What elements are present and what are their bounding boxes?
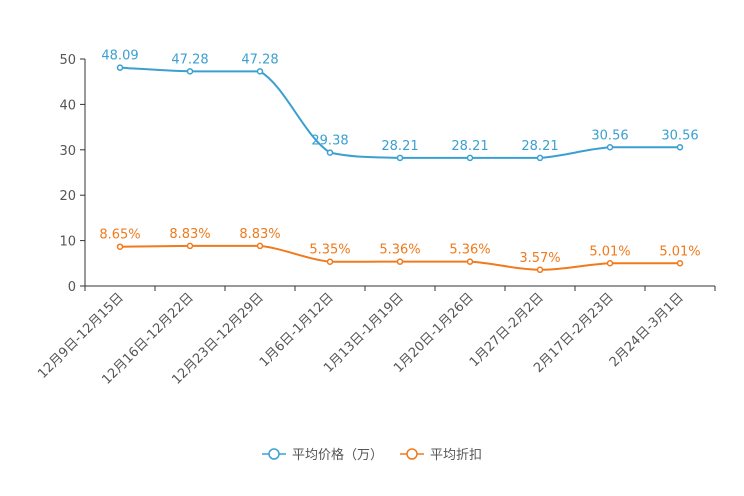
data-point	[116, 64, 124, 71]
data-point	[326, 149, 334, 156]
data-label: 5.01%	[659, 244, 700, 259]
data-point	[536, 154, 544, 162]
data-label: 28.21	[451, 139, 488, 154]
y-tick-label: 40	[59, 98, 76, 113]
data-point	[186, 68, 194, 75]
data-label: 28.21	[381, 139, 418, 154]
data-label: 47.28	[241, 52, 278, 67]
legend-marker-icon	[406, 448, 418, 460]
data-point	[396, 154, 404, 162]
data-label: 29.38	[311, 134, 348, 149]
data-point	[256, 242, 264, 250]
data-label: 8.83%	[239, 227, 280, 242]
data-label: 47.28	[171, 52, 208, 67]
data-label: 3.57%	[519, 251, 560, 266]
x-tick-label: 1月27日-2月2日	[467, 290, 547, 370]
data-point	[396, 258, 404, 265]
legend-marker-icon	[268, 448, 280, 460]
data-point	[606, 144, 614, 151]
y-tick-label: 50	[59, 53, 76, 68]
data-point	[326, 258, 334, 265]
data-label: 8.83%	[169, 227, 210, 242]
data-point	[186, 242, 194, 250]
y-tick-label: 20	[59, 189, 76, 204]
data-label: 5.35%	[309, 243, 350, 258]
legend-item-2: 平均折扣	[400, 448, 482, 463]
data-point	[466, 258, 474, 265]
x-tick-label: 1月6日-1月12日	[257, 290, 337, 370]
axes: 0102030405012月9日-12月15日12月16日-12月22日12月2…	[35, 53, 716, 388]
data-labels: 48.09 47.28 47.28 29.38 28.21 28.21 28.21 30.56…	[99, 49, 700, 266]
data-point	[676, 144, 684, 151]
data-point	[466, 154, 474, 162]
data-point	[256, 68, 264, 75]
data-label: 5.36%	[449, 243, 490, 258]
data-label: 8.65%	[99, 228, 140, 243]
x-tick-label: 2月24日-3月1日	[607, 290, 687, 370]
data-point	[676, 260, 684, 267]
legend-label: 平均折扣	[430, 448, 482, 463]
data-label: 48.09	[101, 49, 138, 64]
legend: 平均价格（万） 平均折扣	[262, 447, 482, 463]
data-label: 30.56	[661, 128, 698, 143]
legend-label: 平均价格（万）	[292, 447, 383, 463]
data-point	[536, 266, 544, 274]
data-label: 5.36%	[379, 243, 420, 258]
legend-item-1: 平均价格（万）	[262, 447, 383, 463]
data-label: 28.21	[521, 139, 558, 154]
y-tick-label: 0	[68, 280, 76, 295]
data-point	[606, 260, 614, 267]
data-label: 30.56	[591, 128, 628, 143]
y-tick-label: 30	[59, 144, 76, 159]
data-point	[116, 243, 124, 250]
data-label: 5.01%	[589, 244, 630, 259]
y-tick-label: 10	[59, 235, 76, 250]
series-layer	[116, 64, 684, 274]
